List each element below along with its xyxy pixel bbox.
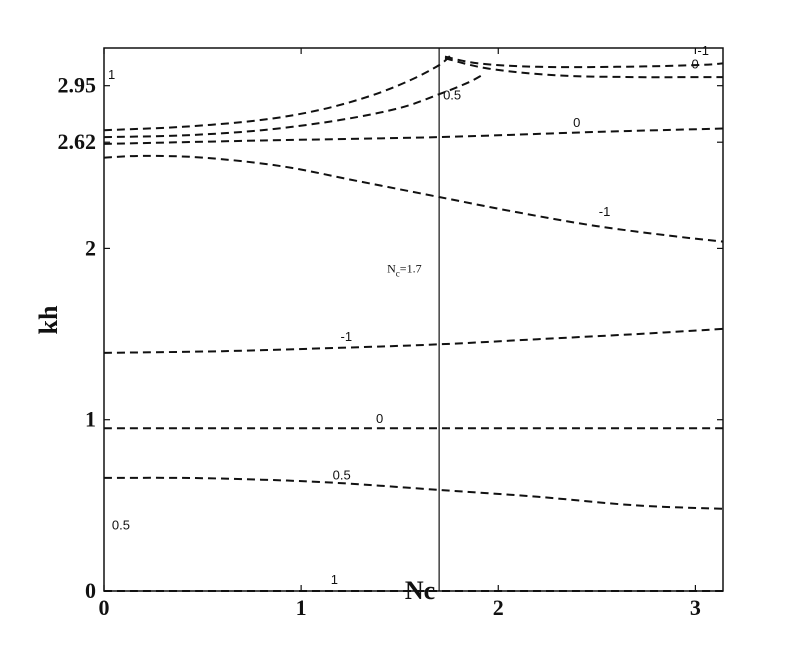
x-tick-label: 3 <box>690 595 701 620</box>
contour-label-6: -1 <box>599 204 611 219</box>
vertical-line-annotation: Nc=1.7 <box>387 261 421 278</box>
contour-label-1: 1 <box>331 572 338 587</box>
contour-line-5 <box>103 154 724 243</box>
curves-layer <box>103 54 724 593</box>
y-tick-label: 2 <box>85 235 96 260</box>
contour-label-9: 1 <box>108 67 115 82</box>
contour-label-7: 0 <box>573 115 580 130</box>
contour-label-8: 0.5 <box>443 87 461 102</box>
x-tick-label: 1 <box>296 595 307 620</box>
contour-label-11: -1 <box>697 43 709 58</box>
contour-line-4 <box>103 327 724 354</box>
contour-label-2: 0.5 <box>112 517 130 532</box>
contour-line-8 <box>103 54 452 132</box>
plot-area-border <box>103 47 724 592</box>
y-axis-label: kh <box>34 305 63 334</box>
contour-label-4: 0 <box>376 411 383 426</box>
contour-label-3: 0.5 <box>333 468 351 483</box>
y-tick-label: 2.95 <box>58 73 97 98</box>
contour-line-2 <box>103 476 724 510</box>
y-tick-label: 1 <box>85 407 96 432</box>
contour-line-10 <box>444 57 723 79</box>
x-tick-label: 0 <box>99 595 110 620</box>
x-tick-label: 2 <box>493 595 504 620</box>
axis-ticks-layer: 0 1 2 3 0 1 2 2.62 2.95 <box>58 48 723 620</box>
plot-frame: Nc=1.7 <box>103 47 724 592</box>
y-tick-label: 2.62 <box>58 129 97 154</box>
contour-line-7 <box>103 72 485 139</box>
y-tick-label: 0 <box>85 578 96 603</box>
contour-line-9 <box>444 55 724 69</box>
contour-labels-layer: 10.50.50-1-100.510-1 <box>108 43 709 587</box>
contour-label-10: 0 <box>691 57 698 72</box>
contour-line-6 <box>103 127 724 145</box>
contour-label-5: -1 <box>341 329 353 344</box>
x-axis-label: Nc <box>405 576 435 605</box>
